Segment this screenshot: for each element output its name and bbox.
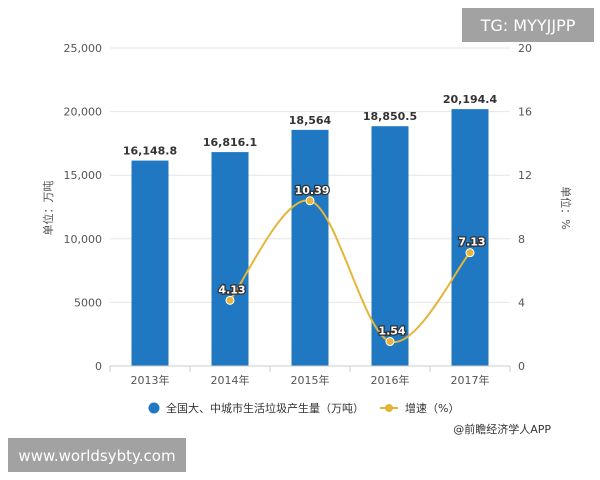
data-labels: 16,148.8 16,816.1 18,564 18,850.5 20,194.4 4.…	[123, 93, 498, 339]
y-axis-right-tick: 8	[518, 233, 525, 246]
legend-bar-label: 全国大、中城市生活垃圾产生量（万吨）	[166, 401, 364, 415]
y-axis-left-tick: 10,000	[64, 233, 103, 246]
y-axis-left-title: 单位：万吨	[41, 181, 55, 236]
y-axis-right-tick: 0	[518, 360, 525, 373]
bar	[291, 129, 329, 366]
growth-point	[225, 295, 235, 305]
legend-line-marker	[385, 404, 393, 412]
watermark-bottom-left: www.worldsybty.com	[8, 438, 186, 472]
y-axis-left-tick: 5000	[74, 296, 102, 309]
growth-data-label: 1.54	[378, 325, 405, 338]
bar-series	[131, 109, 489, 367]
bar	[131, 160, 169, 366]
x-axis-tick-label: 2016年	[371, 373, 410, 387]
growth-line-series	[225, 196, 475, 347]
x-axis-tick-label: 2014年	[211, 373, 250, 387]
y-axis-left-tick: 25,000	[64, 42, 103, 55]
y-axis-left-tick: 20,000	[64, 106, 103, 119]
y-axis-right-tick: 12	[518, 169, 532, 182]
bar-data-label: 20,194.4	[443, 93, 498, 106]
growth-point	[305, 196, 315, 206]
watermark-bottom-left-text: www.worldsybty.com	[18, 447, 175, 465]
bar-data-label: 16,816.1	[203, 136, 257, 149]
bar	[211, 152, 249, 366]
legend-line-label: 增速（%）	[405, 401, 459, 415]
growth-data-label: 4.13	[218, 283, 245, 296]
y-axis-right-title: 单位：%	[559, 186, 573, 229]
y-axis-left-tick: 15,000	[64, 169, 103, 182]
x-axis-tick-label: 2013年	[131, 373, 170, 387]
growth-point	[465, 248, 475, 258]
y-axis-left-tick: 0	[95, 360, 102, 373]
axes: 0 0 5000 4 10,000 8 15,000 12 20,000 16 25,000 20 20…	[64, 42, 533, 387]
growth-point	[385, 337, 395, 347]
watermark-top-right-text: TG: MYYJJPP	[480, 16, 576, 35]
growth-line	[229, 199, 471, 343]
source-credit: @前瞻经济学人APP	[453, 422, 551, 436]
bar	[371, 126, 409, 366]
y-axis-right-tick: 4	[518, 296, 525, 309]
x-axis-tick-label: 2017年	[451, 373, 490, 387]
y-axis-right-tick: 20	[518, 42, 532, 55]
growth-data-label: 10.39	[295, 184, 330, 197]
y-axis-right-tick: 16	[518, 106, 532, 119]
bar-data-label: 18,850.5	[363, 110, 417, 123]
bar-data-label: 16,148.8	[123, 145, 177, 158]
x-axis-tick-label: 2015年	[291, 373, 330, 387]
watermark-top-right: TG: MYYJJPP	[462, 8, 594, 42]
legend-bar-swatch	[148, 402, 160, 414]
legend: 全国大、中城市生活垃圾产生量（万吨） 增速（%）	[148, 401, 459, 415]
bar-data-label: 18,564	[289, 114, 332, 127]
growth-data-label: 7.13	[458, 236, 485, 249]
bar	[451, 109, 489, 367]
